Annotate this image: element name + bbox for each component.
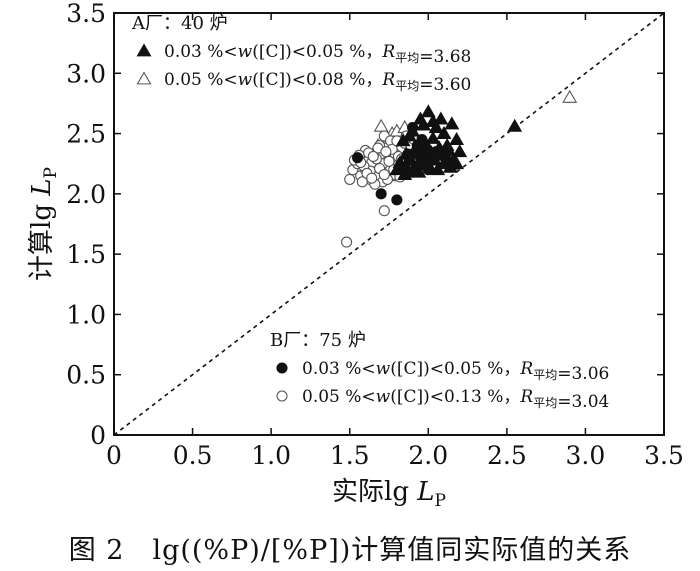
data-point (444, 116, 460, 130)
data-point (421, 155, 433, 167)
legend-group-b: B厂：75 炉 0.03 %<w([C])<0.05 %，R平均=3.06 0.05… (270, 330, 609, 412)
data-point (430, 146, 442, 158)
legend-marker (136, 43, 152, 57)
x-axis-title: 实际lg LP (332, 477, 446, 511)
x-tick-label: 1.0 (251, 441, 291, 470)
data-point (373, 118, 389, 132)
legend-marker (136, 71, 152, 85)
data-point (399, 161, 411, 173)
reference-line (113, 12, 665, 436)
data-point (341, 236, 353, 248)
svg-text:实际lg LP: 实际lg LP (332, 477, 446, 511)
x-tick-label: 0 (106, 441, 122, 470)
plot-frame (113, 12, 665, 436)
data-point (449, 131, 465, 146)
y-tick-label: 2.0 (66, 180, 106, 209)
data-point (378, 205, 390, 217)
data-point (441, 142, 457, 156)
data-point (366, 172, 378, 184)
y-tick-label: 2.5 (66, 120, 106, 149)
data-point (378, 169, 390, 181)
data-point (416, 117, 432, 131)
x-tick-label: 3.0 (566, 441, 606, 470)
data-point (356, 176, 368, 188)
legend-marker (276, 390, 288, 402)
legend-group-a: A厂：40 炉 0.03 %<w([C])<0.05 %，R平均=3.68 0.05… (131, 13, 471, 95)
data-point (420, 104, 436, 118)
data-point (391, 194, 403, 206)
y-axis: 0 0.5 1.0 1.5 2.0 2.5 3.0 3.5 (66, 0, 664, 450)
data-points (341, 89, 578, 248)
figure-caption: 图 2 lg((%P)/[%P])计算值同实际值的关系 (68, 535, 632, 566)
x-tick-label: 1.5 (330, 441, 370, 470)
y-tick-label: 3.5 (66, 0, 106, 28)
x-tick-label: 3.5 (644, 441, 684, 470)
y-tick-label: 0.5 (66, 361, 106, 390)
data-point (419, 144, 431, 157)
legend-label: 0.03 %<w([C])<0.05 %，R平均=3.68 (164, 42, 471, 67)
x-axis: 0 0.5 1.0 1.5 2.0 2.5 3.0 3.5 (106, 13, 684, 470)
y-tick-label: 1.5 (66, 240, 106, 269)
x-tick-label: 2.0 (408, 441, 448, 470)
data-point (436, 125, 452, 139)
data-point (407, 121, 419, 134)
data-point (507, 118, 523, 132)
data-point (380, 146, 392, 158)
y-axis-title: 计算lg LP (27, 167, 61, 281)
data-point (402, 148, 414, 160)
x-tick-label: 0.5 (173, 441, 213, 470)
legend-marker (276, 362, 288, 374)
y-tick-label: 3.0 (66, 59, 106, 88)
data-point (383, 155, 395, 167)
data-point (416, 134, 428, 146)
y-tick-label: 0 (90, 421, 106, 450)
data-point (449, 156, 465, 170)
y-tick-label: 1.0 (66, 300, 106, 329)
data-point (367, 150, 379, 163)
legend-label: 0.05 %<w([C])<0.08 %，R平均=3.60 (164, 70, 471, 95)
data-point (433, 111, 449, 125)
data-point (344, 173, 356, 185)
legend-title: A厂：40 炉 (131, 13, 228, 34)
x-tick-label: 2.5 (487, 441, 527, 470)
legend-label: 0.03 %<w([C])<0.05 %，R平均=3.06 (302, 359, 609, 384)
reference-line-layer (113, 12, 665, 436)
data-point (352, 152, 364, 164)
legend-title: B厂：75 炉 (270, 330, 366, 351)
data-point (562, 89, 578, 103)
data-point (407, 166, 419, 178)
svg-text:计算lg LP: 计算lg LP (27, 167, 61, 281)
data-point (452, 144, 468, 158)
data-point (425, 130, 441, 144)
legend-label: 0.05 %<w([C])<0.13 %，R平均=3.04 (302, 387, 609, 412)
data-point (428, 119, 444, 133)
data-point (375, 188, 387, 200)
